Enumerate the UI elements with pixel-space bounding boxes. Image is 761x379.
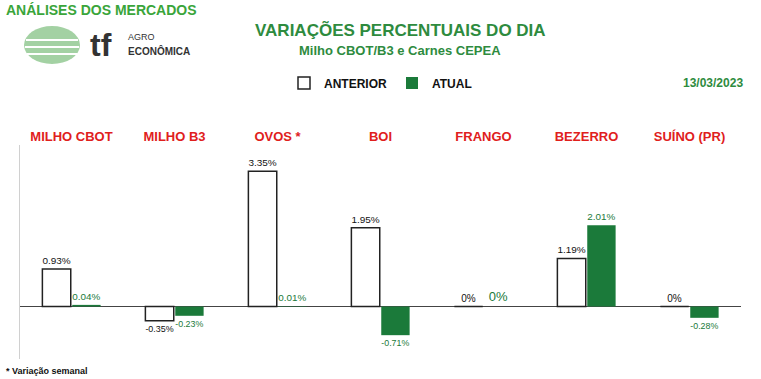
svg-text:0%: 0% [461, 293, 476, 304]
svg-text:-0.23%: -0.23% [175, 319, 203, 329]
svg-text:0%: 0% [667, 293, 682, 304]
svg-text:3.35%: 3.35% [248, 157, 276, 168]
svg-text:13/03/2023: 13/03/2023 [683, 76, 743, 90]
svg-text:BOI: BOI [369, 129, 392, 144]
svg-text:0.01%: 0.01% [278, 292, 306, 303]
svg-text:ANÁLISES DOS MERCADOS: ANÁLISES DOS MERCADOS [6, 2, 197, 18]
svg-text:MILHO CBOT: MILHO CBOT [30, 129, 112, 144]
svg-text:ATUAL: ATUAL [432, 77, 472, 91]
svg-text:0.04%: 0.04% [72, 291, 100, 302]
svg-text:OVOS *: OVOS * [254, 129, 301, 144]
svg-text:AGRO: AGRO [128, 32, 155, 42]
svg-text:tf: tf [90, 27, 112, 63]
svg-text:FRANGO: FRANGO [455, 129, 511, 144]
svg-text:MILHO B3: MILHO B3 [143, 129, 205, 144]
svg-text:BEZERRO: BEZERRO [555, 129, 619, 144]
svg-text:SUÍNO (PR): SUÍNO (PR) [654, 129, 726, 144]
svg-text:-0.71%: -0.71% [381, 338, 409, 348]
svg-text:ECONÔMICA: ECONÔMICA [128, 45, 190, 57]
svg-text:0%: 0% [489, 289, 508, 304]
svg-text:ANTERIOR: ANTERIOR [324, 77, 387, 91]
svg-text:VARIAÇÕES PERCENTUAIS DO DIA: VARIAÇÕES PERCENTUAIS DO DIA [255, 20, 546, 40]
svg-text:1.19%: 1.19% [557, 244, 585, 255]
svg-text:-0.35%: -0.35% [145, 324, 173, 334]
svg-text:2.01%: 2.01% [587, 211, 615, 222]
svg-text:0.93%: 0.93% [42, 255, 70, 266]
svg-text:-0.28%: -0.28% [690, 321, 718, 331]
svg-text:* Variação semanal: * Variação semanal [6, 366, 88, 376]
svg-text:1.95%: 1.95% [351, 214, 379, 225]
svg-text:Milho CBOT/B3 e Carnes CEPEA: Milho CBOT/B3 e Carnes CEPEA [299, 43, 501, 58]
